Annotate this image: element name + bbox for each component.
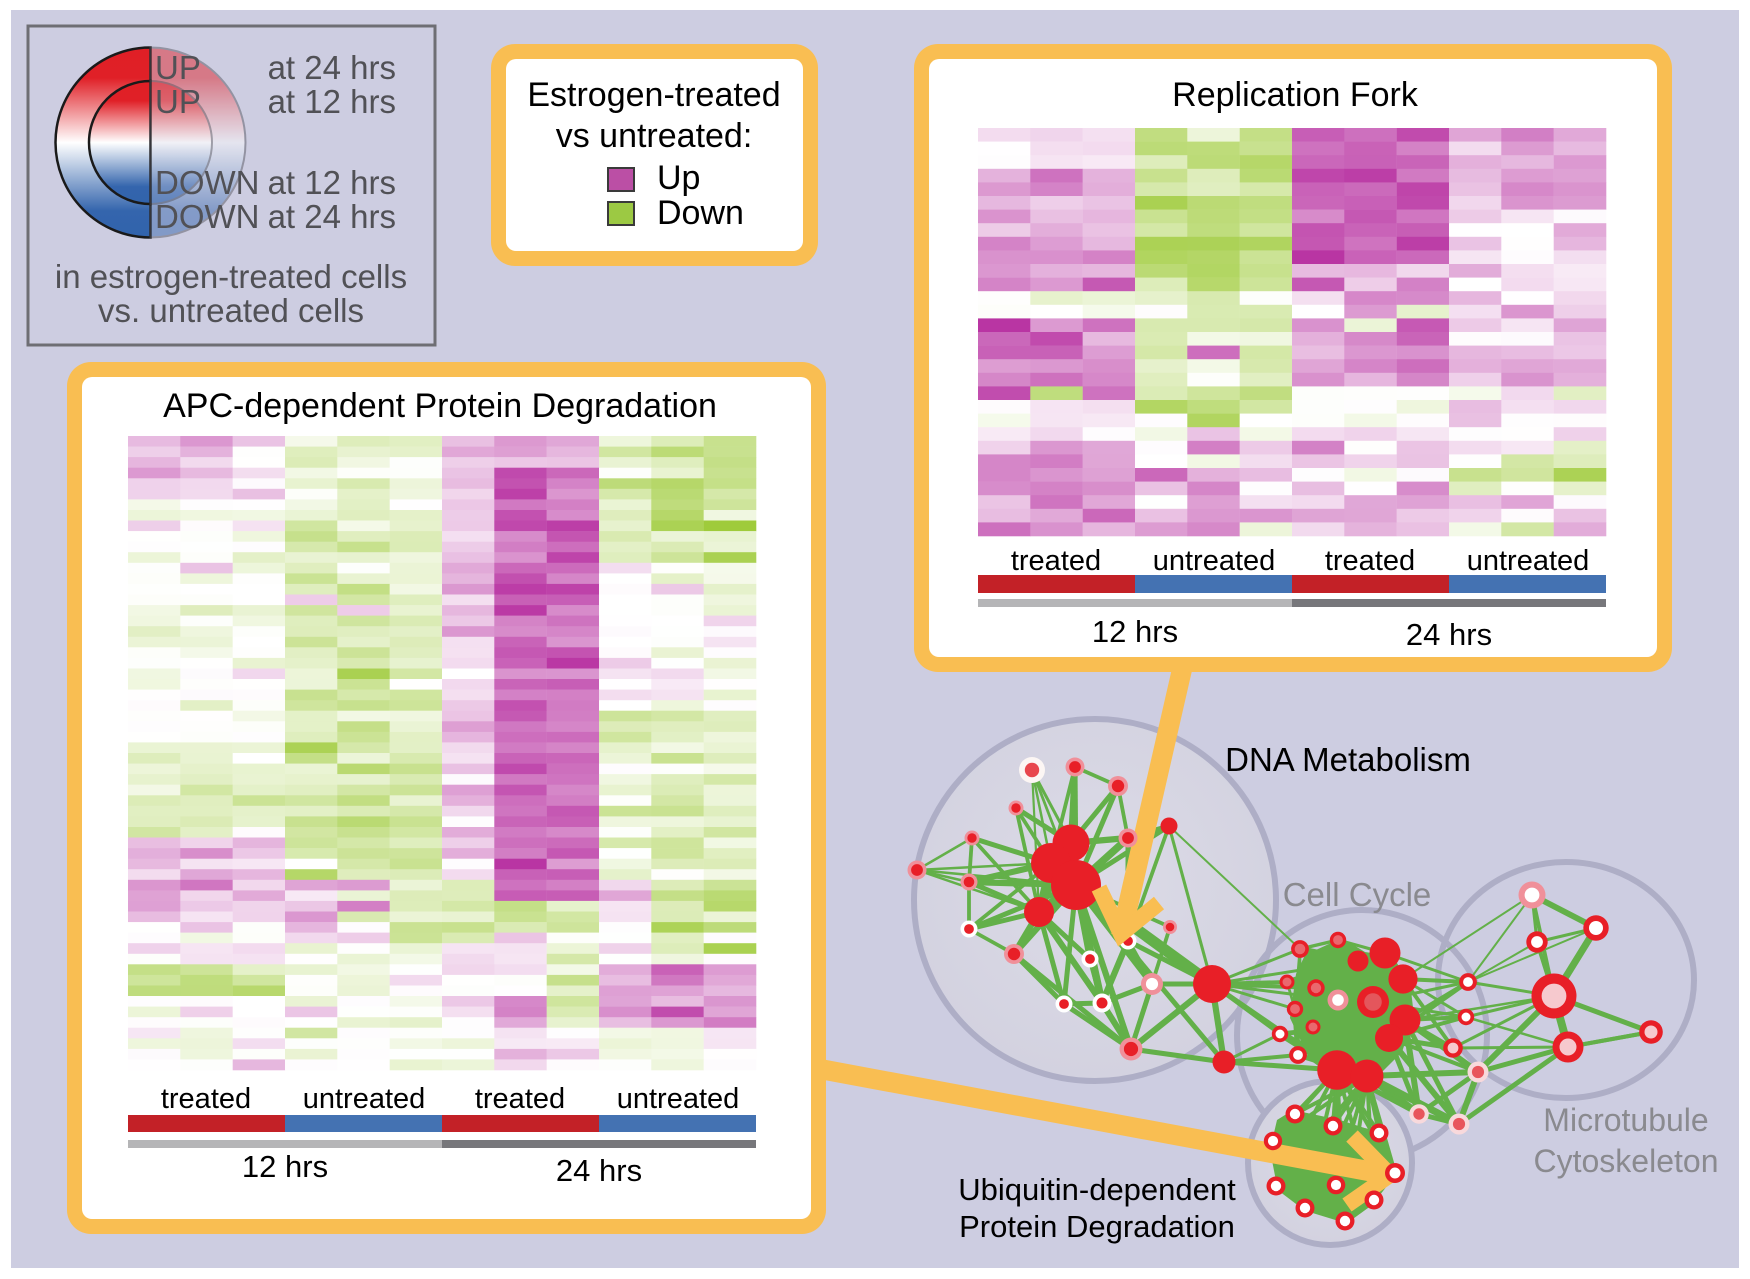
svg-text:12 hrs: 12 hrs — [242, 1149, 328, 1184]
svg-text:Microtubule: Microtubule — [1543, 1102, 1708, 1138]
svg-text:Ubiquitin-dependent: Ubiquitin-dependent — [958, 1172, 1236, 1207]
svg-text:treated: treated — [475, 1083, 565, 1115]
svg-text:at 12 hrs: at 12 hrs — [268, 83, 396, 120]
svg-text:Replication Fork: Replication Fork — [1172, 76, 1419, 114]
svg-text:at 24 hrs: at 24 hrs — [268, 198, 396, 235]
svg-text:vs. untreated cells: vs. untreated cells — [98, 292, 364, 329]
svg-text:treated: treated — [161, 1083, 251, 1115]
svg-text:Protein Degradation: Protein Degradation — [959, 1209, 1235, 1244]
svg-text:treated: treated — [1011, 545, 1101, 577]
svg-text:24 hrs: 24 hrs — [1406, 617, 1492, 652]
svg-text:untreated: untreated — [1153, 545, 1276, 577]
svg-text:APC-dependent Protein Degradat: APC-dependent Protein Degradation — [163, 387, 717, 425]
svg-text:vs untreated:: vs untreated: — [556, 117, 753, 155]
svg-text:untreated: untreated — [303, 1083, 426, 1115]
svg-text:24 hrs: 24 hrs — [556, 1153, 642, 1188]
svg-text:at 12 hrs: at 12 hrs — [268, 164, 396, 201]
svg-text:DOWN: DOWN — [155, 164, 259, 201]
svg-text:UP: UP — [155, 49, 201, 86]
svg-text:Down: Down — [657, 194, 744, 232]
svg-text:in estrogen-treated cells: in estrogen-treated cells — [55, 258, 407, 295]
svg-text:UP: UP — [155, 83, 201, 120]
svg-text:untreated: untreated — [617, 1083, 740, 1115]
svg-text:Cell Cycle: Cell Cycle — [1283, 876, 1432, 913]
svg-text:Up: Up — [657, 159, 700, 197]
svg-text:treated: treated — [1325, 545, 1415, 577]
svg-text:at 24 hrs: at 24 hrs — [268, 49, 396, 86]
svg-text:Cytoskeleton: Cytoskeleton — [1534, 1143, 1719, 1179]
svg-text:untreated: untreated — [1467, 545, 1590, 577]
svg-text:DOWN: DOWN — [155, 198, 259, 235]
svg-text:Estrogen-treated: Estrogen-treated — [527, 76, 780, 114]
svg-text:DNA Metabolism: DNA Metabolism — [1225, 741, 1471, 778]
svg-text:12 hrs: 12 hrs — [1092, 614, 1178, 649]
